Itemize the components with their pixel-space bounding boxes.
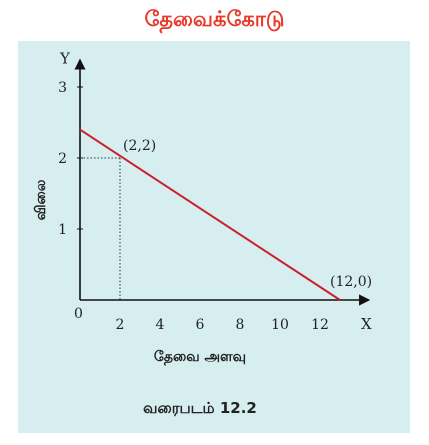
x-tick-label: 8 [236, 317, 245, 333]
point-label: (12,0) [330, 274, 372, 290]
figure-caption: வரைபடம் 12.2 [143, 399, 257, 417]
chart-title: தேவைக்கோடு [144, 7, 285, 31]
y-tick-label: 3 [58, 80, 67, 96]
point-label: (2,2) [123, 138, 156, 154]
x-axis-label: தேவை அளவு [154, 349, 246, 366]
y-tick-label: 2 [58, 151, 67, 167]
y-tick-label: 1 [58, 222, 67, 238]
x-tick-label: 6 [196, 317, 205, 333]
y-axis-label: விலை [33, 179, 49, 220]
x-tick-label: 10 [271, 317, 289, 333]
y-axis-name: Y [59, 50, 71, 68]
x-tick-label: 12 [311, 317, 329, 333]
chart-panel [18, 41, 410, 433]
x-axis-name: X [361, 315, 372, 333]
demand-curve-line [79, 128, 341, 301]
x-tick-label: 4 [156, 317, 165, 333]
x-tick-label: 2 [116, 317, 125, 333]
origin-label: 0 [74, 306, 83, 322]
